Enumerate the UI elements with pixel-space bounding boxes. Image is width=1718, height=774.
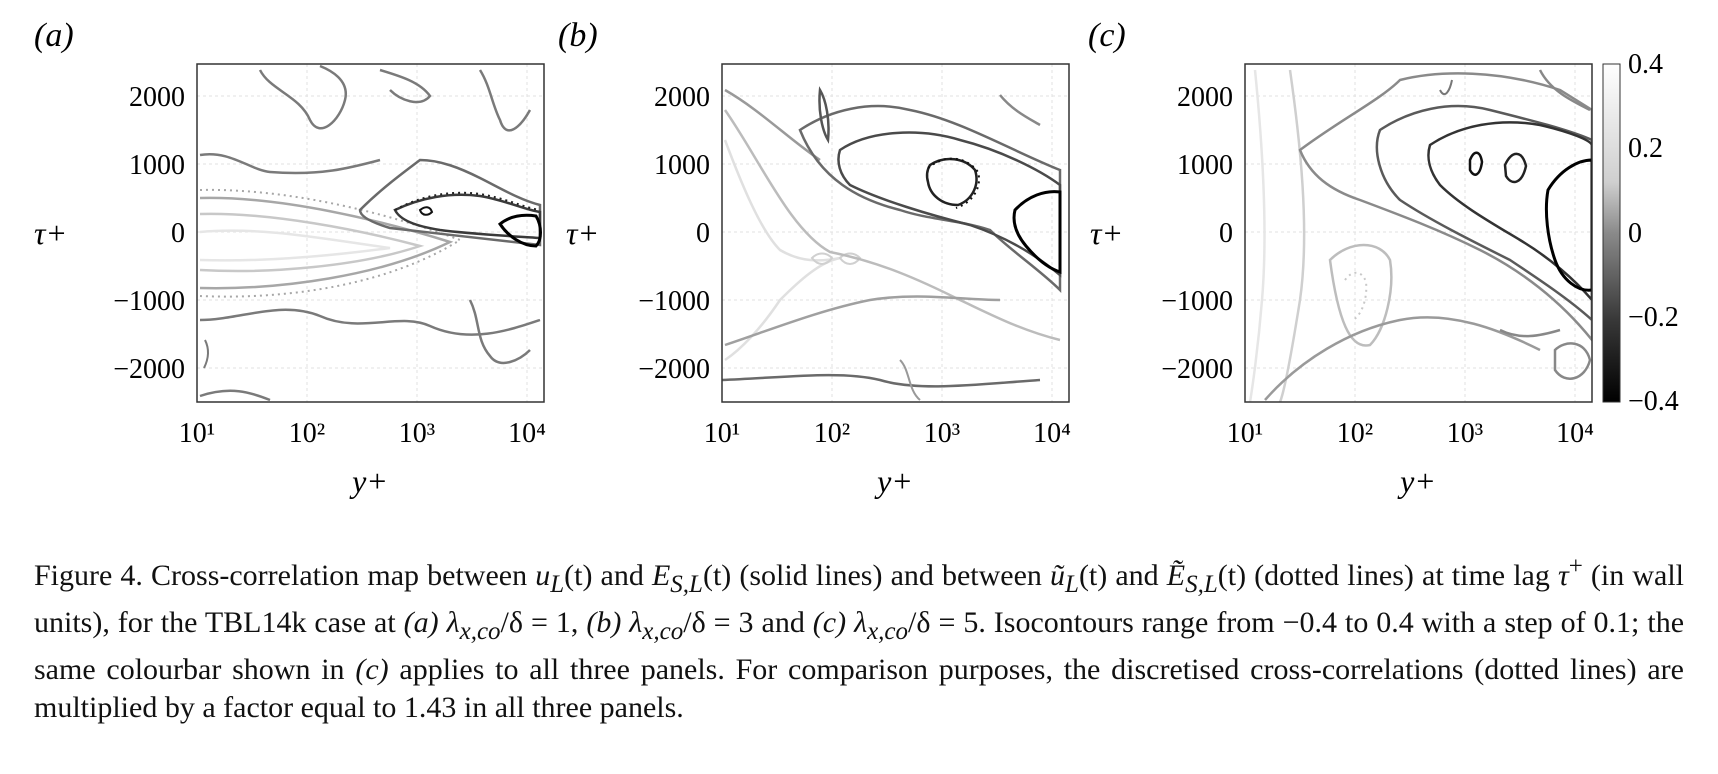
contour-b-pos-3 <box>724 295 1001 347</box>
colorbar-tick: 0.4 <box>1628 49 1663 80</box>
ytick: 0 <box>696 218 710 249</box>
panel-b-ylabel: τ+ <box>566 215 599 251</box>
ytick: −2000 <box>113 354 185 385</box>
xtick: 10⁴ <box>1033 418 1071 449</box>
panel-b: (b) 2000 1000 0 −1000 <box>558 17 1071 499</box>
panel-b-xticks: 10¹ 10² 10³ 10⁴ <box>704 418 1071 449</box>
colorbar-tick: −0.2 <box>1628 302 1679 333</box>
panel-a: (a) 2000 <box>34 17 546 499</box>
panel-c-xticks: 10¹ 10² 10³ 10⁴ <box>1227 418 1594 449</box>
panel-c-frame <box>1244 63 1593 403</box>
colorbar-tick: 0 <box>1628 218 1642 249</box>
contour-a-pos-3 <box>199 196 454 290</box>
panel-c: (c) 2000 1000 0 −1000 <box>1088 17 1594 499</box>
contour-c-neg-3 <box>1427 121 1592 302</box>
xtick: 10² <box>1337 418 1373 449</box>
ytick: −1000 <box>638 286 710 317</box>
contour-c-neg-4 <box>1544 158 1592 292</box>
contour-b-neg-1 <box>798 104 1062 294</box>
xtick: 10² <box>814 418 850 449</box>
panel-b-grid <box>722 64 1069 402</box>
panel-b-contours <box>722 86 1062 401</box>
xtick: 10¹ <box>1227 418 1263 449</box>
ytick: −2000 <box>1161 354 1233 385</box>
xtick: 10³ <box>924 418 960 449</box>
colorbar-tick: −0.4 <box>1628 386 1679 417</box>
figure-caption: Figure 4. Cross-correlation map between … <box>34 553 1685 724</box>
panel-b-frame <box>721 63 1070 403</box>
ytick: 2000 <box>654 82 710 113</box>
contour-a-pos-2 <box>199 212 425 273</box>
ytick: 0 <box>171 218 185 249</box>
contour-c-neg-1 <box>1298 72 1592 343</box>
panel-c-yticks: 2000 1000 0 −1000 −2000 <box>1161 82 1233 385</box>
contour-b-neg-3 <box>925 157 978 207</box>
xtick: 10¹ <box>704 418 740 449</box>
ytick: 1000 <box>1177 150 1233 181</box>
panel-c-label: (c) <box>1088 17 1126 54</box>
contour-c-pos-4 <box>1264 316 1541 401</box>
panel-a-ylabel: τ+ <box>34 215 67 251</box>
xtick: 10² <box>289 418 325 449</box>
contour-c-neg-2 <box>1375 104 1592 322</box>
contour-b-pos-1 <box>723 139 841 362</box>
ytick: 0 <box>1219 218 1233 249</box>
figure: (a) 2000 <box>34 17 1679 499</box>
panel-a-contours <box>199 64 542 402</box>
xtick: 10³ <box>1447 418 1483 449</box>
colorbar-ticks: 0.4 0.2 0 −0.2 −0.4 <box>1628 49 1679 417</box>
contour-b-neg-4 <box>1012 190 1062 275</box>
colorbar: 0.4 0.2 0 −0.2 −0.4 <box>1602 49 1679 417</box>
contour-c-pos-3 <box>1328 243 1393 347</box>
panel-a-xlabel: y+ <box>349 463 388 499</box>
colorbar-gradient <box>1602 63 1621 403</box>
xtick: 10¹ <box>179 418 215 449</box>
ytick: 1000 <box>654 150 710 181</box>
xtick: 10⁴ <box>508 418 546 449</box>
colorbar-tick: 0.2 <box>1628 133 1663 164</box>
xtick: 10³ <box>399 418 435 449</box>
contour-c-pos-2 <box>1278 69 1306 402</box>
panel-c-grid <box>1245 64 1592 402</box>
contour-a-neg-3 <box>497 213 542 248</box>
ytick: −1000 <box>113 286 185 317</box>
ytick: −1000 <box>1161 286 1233 317</box>
contour-a-neg-1 <box>358 158 542 247</box>
ytick: 2000 <box>129 82 185 113</box>
panel-a-xticks: 10¹ 10² 10³ 10⁴ <box>179 418 546 449</box>
panel-b-label: (b) <box>558 17 598 54</box>
ytick: 1000 <box>129 150 185 181</box>
panel-a-label: (a) <box>34 17 74 54</box>
ytick: 2000 <box>1177 82 1233 113</box>
panel-c-ylabel: τ+ <box>1090 215 1123 251</box>
contour-c-pos-1 <box>1248 69 1266 402</box>
panel-b-xlabel: y+ <box>874 463 913 499</box>
panel-c-contours <box>1248 69 1592 402</box>
panel-b-yticks: 2000 1000 0 −1000 −2000 <box>638 82 710 385</box>
xtick: 10⁴ <box>1556 418 1594 449</box>
contour-b-pos-2 <box>723 109 1061 342</box>
contour-a-zero-1 <box>199 152 381 175</box>
contour-a-pos-1 <box>199 229 391 262</box>
panel-a-frame <box>196 63 545 403</box>
panel-a-yticks: 2000 1000 0 −1000 −2000 <box>113 82 185 385</box>
ytick: −2000 <box>638 354 710 385</box>
panel-c-xlabel: y+ <box>1397 463 1436 499</box>
